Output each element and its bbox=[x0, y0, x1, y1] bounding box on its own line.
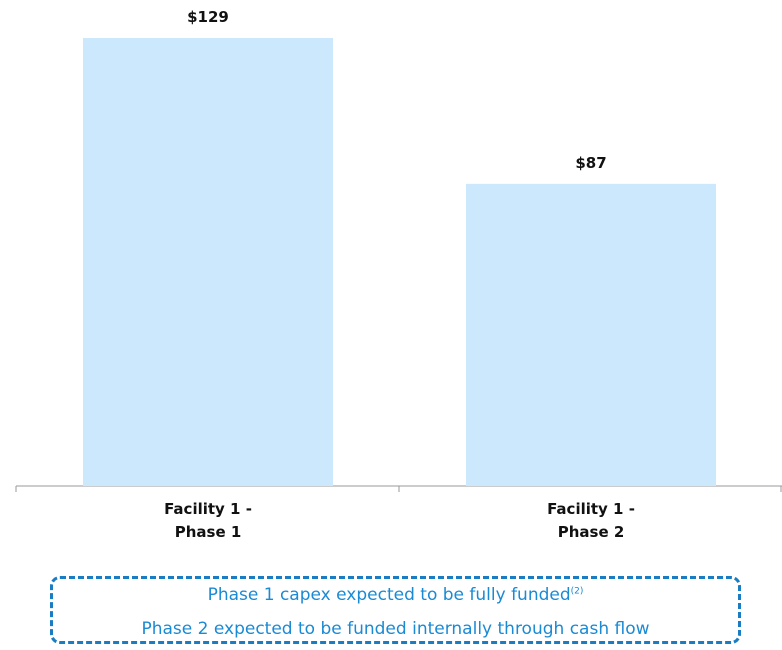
annotation-box: Phase 1 capex expected to be fully funde… bbox=[50, 576, 741, 644]
annotation-text: Phase 1 capex expected to be fully funde… bbox=[207, 585, 571, 605]
chart bbox=[15, 38, 782, 492]
data-label: $129 bbox=[187, 8, 229, 26]
annotation: Phase 1 capex expected to be fully funde… bbox=[53, 585, 738, 605]
bar bbox=[466, 183, 716, 486]
footnote-ref: (2) bbox=[570, 586, 584, 597]
data-label: $87 bbox=[575, 153, 607, 172]
x-tick-label: Facility 1 - Phase 2 bbox=[547, 500, 635, 541]
annotation: Phase 2 expected to be funded internally… bbox=[141, 619, 650, 639]
bar bbox=[83, 38, 333, 486]
x-tick-label: Facility 1 - Phase 1 bbox=[164, 500, 252, 541]
